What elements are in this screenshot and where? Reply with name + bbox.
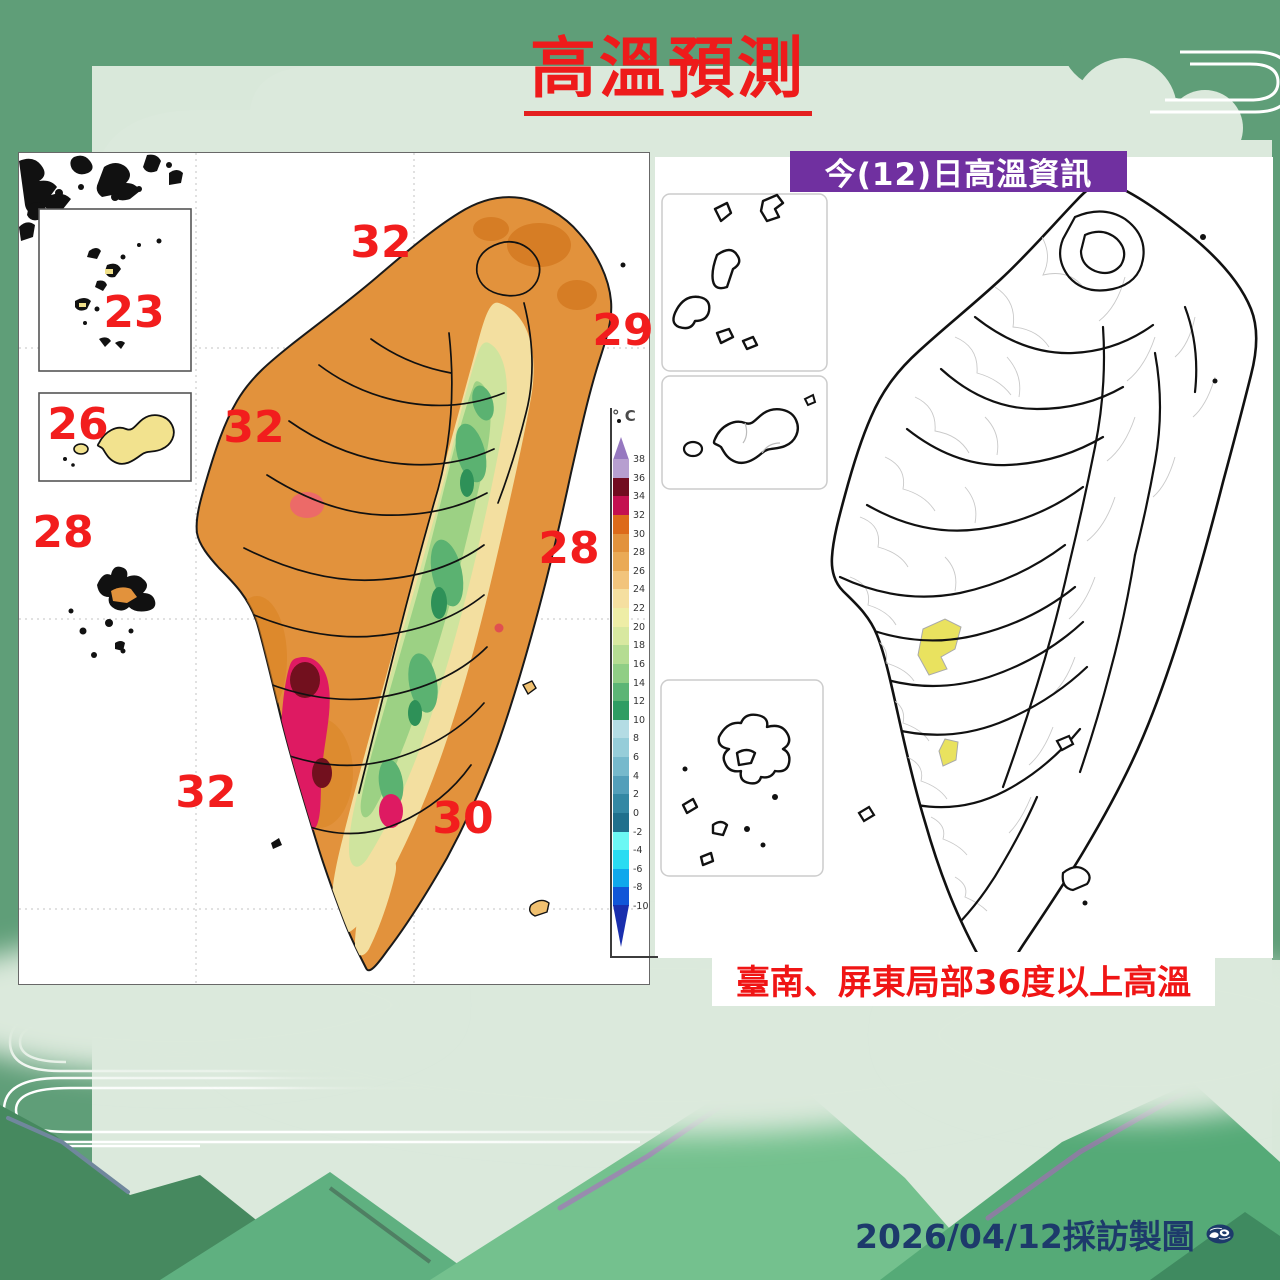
colorbar-tick-label: 8 [633,733,640,745]
advisory-banner-text: 今(12)日高溫資訊 [824,157,1093,193]
temperature-value-label: 32 [223,402,285,453]
page-title-text: 高溫預測 [524,34,812,117]
inset-box-matsu-right [661,193,828,372]
colorbar-tick-label: 36 [633,472,646,484]
warning-banner: 臺南、屏東局部36度以上高溫 [712,952,1215,1006]
credit-line: 2026/04/12採訪製圖 [855,1206,1235,1262]
colorbar-segment [613,459,629,478]
colorbar-tick-label: 10 [633,714,646,726]
colorbar-tick-label: 34 [633,491,646,503]
colorbar-segment [613,552,629,571]
colorbar-segment [613,887,629,906]
colorbar-tick-label: 26 [633,565,646,577]
colorbar-segment [613,477,629,497]
colorbar-segment [613,645,629,664]
colorbar-segment [613,738,629,757]
colorbar-segment [613,719,629,739]
colorbar-tick-label: 16 [633,658,646,670]
temperature-value-label: 32 [175,767,237,818]
colorbar-axis-line [610,408,612,958]
colorbar-segment [613,496,629,515]
colorbar-segment [613,608,629,627]
colorbar-arrow-bottom [613,905,629,947]
advisory-banner: 今(12)日高溫資訊 [790,151,1127,193]
high-temp-advisory-map-panel [655,157,1273,958]
colorbar-tick-label: -2 [633,826,643,838]
colorbar-segment [613,570,629,590]
colorbar-tick-label: 2 [633,789,640,801]
china-coast-fragments [19,154,183,241]
advisory-map [660,180,1258,958]
colorbar-tick-label: 24 [633,584,646,596]
colorbar-tick-label: 20 [633,621,646,633]
colorbar-segment [613,701,629,720]
penghu-islands [68,566,156,658]
colorbar-tick-label: -8 [633,882,643,894]
colorbar-tick-label: 4 [633,770,640,782]
mountain-decoration [0,1062,1280,1280]
colorbar [613,459,629,906]
colorbar-tick-label: -4 [633,845,643,857]
colorbar-segment [613,663,629,683]
page-title: 高溫預測 [0,34,1280,117]
colorbar-tick-label: 28 [633,547,646,559]
inset-box-penghu-right [660,679,824,877]
warning-banner-text: 臺南、屏東局部36度以上高溫 [735,962,1192,1003]
colorbar-segment [613,626,629,646]
inset-box-kinmen-right [661,375,828,490]
temperature-value-label: 29 [592,305,654,356]
colorbar-segment [613,868,629,888]
colorbar-tick-label: 38 [633,454,646,465]
temperature-value-label: 32 [350,217,412,268]
colorbar-segment [613,850,629,869]
colorbar-unit-label: ° C [612,407,636,425]
colorbar-segment [613,514,629,534]
colorbar-tick-label: 12 [633,696,646,708]
inset-box-matsu [38,208,192,372]
colorbar-arrow-top [613,437,629,460]
colorbar-segment [613,682,629,702]
colorbar-segment [613,533,629,553]
temperature-value-label: 30 [432,793,494,844]
cwb-wave-logo-icon [1206,1224,1234,1244]
colorbar-tick-label: 0 [633,807,640,819]
colorbar-tick-label: 22 [633,603,646,614]
colorbar-tick-label: -10 [633,901,649,912]
temperature-forecast-map-panel: ° C 32 23 29 26 32 28 28 32 30 38 36 34 32 30 28 26 24 2… [18,152,658,985]
colorbar-segment [613,589,629,608]
colorbar-tick-label: 18 [633,640,646,652]
temperature-value-label: 23 [103,287,165,338]
colorbar-tick-label: 32 [633,509,646,521]
colorbar-tick-label: 30 [633,528,646,540]
temperature-value-label: 26 [47,399,109,450]
colorbar-segment [613,831,629,851]
colorbar-axis-foot [610,956,658,958]
colorbar-segment [613,812,629,832]
taiwan-temperature-contours [195,196,626,972]
credit-text: 2026/04/12採訪製圖 [855,1217,1195,1256]
colorbar-segment [613,794,629,813]
taiwan-advisory-map [830,180,1258,958]
colorbar-tick-label: -6 [633,863,643,875]
temperature-contour-map [19,153,648,983]
colorbar-segment [613,775,629,795]
colorbar-segment [613,757,629,776]
temperature-value-label: 28 [538,523,600,574]
inset-box-kinmen [38,392,192,482]
temperature-value-label: 28 [32,507,94,558]
colorbar-tick-label: 14 [633,677,646,689]
colorbar-tick-label: 6 [633,752,640,763]
